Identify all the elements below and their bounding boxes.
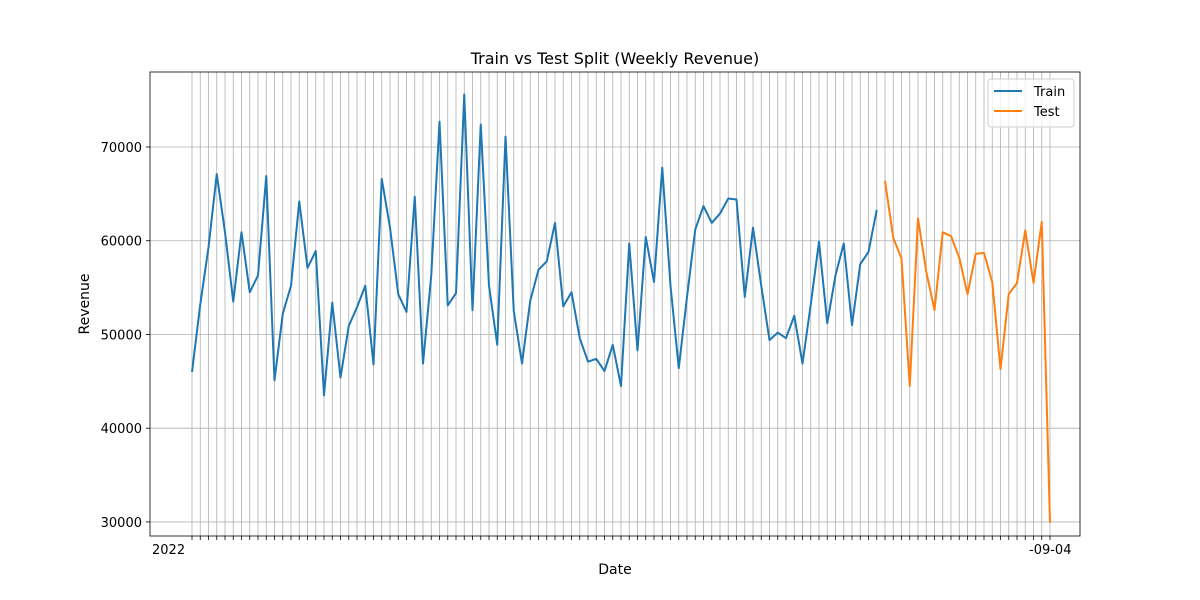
- x-tick-label-first: 2022: [152, 543, 185, 558]
- y-axis-label: Revenue: [77, 274, 93, 335]
- x-axis-label: Date: [598, 562, 631, 578]
- y-tick-label: 40000: [101, 422, 142, 437]
- series-lines: [191, 93, 1051, 523]
- x-tick-label-last: -09-04: [1029, 543, 1071, 558]
- y-gridlines: [150, 146, 1080, 523]
- legend: Train Test: [987, 78, 1075, 128]
- x-axis-tick-labels: 2022 -09-04: [152, 543, 1071, 558]
- series-line-test: [884, 180, 1051, 523]
- y-tick-label: 30000: [101, 516, 142, 531]
- y-tick-label: 50000: [101, 328, 142, 343]
- plot-area-frame: [149, 71, 1081, 537]
- y-axis-ticks: 30000 40000 50000 60000 70000: [101, 141, 150, 531]
- x-gridlines: [191, 72, 1051, 536]
- x-axis-ticks: [191, 536, 1051, 540]
- y-tick-label: 70000: [101, 141, 142, 156]
- y-tick-label: 60000: [101, 235, 142, 250]
- legend-label-test: Test: [1033, 105, 1060, 120]
- legend-label-train: Train: [1033, 85, 1065, 100]
- chart-title: Train vs Test Split (Weekly Revenue): [470, 49, 760, 68]
- series-line-train: [191, 93, 878, 397]
